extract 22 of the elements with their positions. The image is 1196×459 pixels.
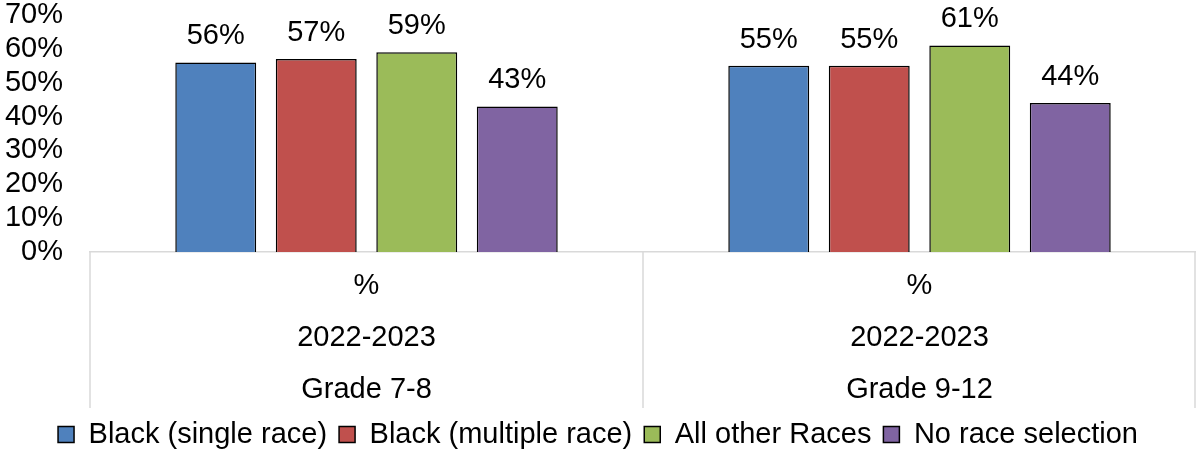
data-label: 55% xyxy=(739,21,798,54)
legend-label: Black (multiple race) xyxy=(369,416,633,449)
data-label: 59% xyxy=(387,8,446,41)
data-label: 55% xyxy=(840,21,899,54)
y-tick-label: 10% xyxy=(4,200,63,233)
data-label: 44% xyxy=(1041,59,1100,92)
legend-label: Black (single race) xyxy=(88,416,328,449)
data-label: 43% xyxy=(488,62,547,95)
x-tick-label: % 2022-2023 Grade 9-12 xyxy=(846,268,993,404)
y-tick-label: 20% xyxy=(4,166,63,199)
x-tick-label: % 2022-2023 Grade 7-8 xyxy=(297,268,436,404)
y-tick-label: 70% xyxy=(4,0,63,29)
y-tick-label: 60% xyxy=(4,30,63,63)
y-tick-label: 40% xyxy=(4,98,63,131)
y-tick-label: 50% xyxy=(4,64,63,97)
data-label: 57% xyxy=(287,15,346,48)
data-label: 56% xyxy=(186,18,245,51)
legend-label: No race selection xyxy=(913,416,1138,449)
y-tick-label: 30% xyxy=(4,132,63,165)
y-tick-label: 0% xyxy=(21,234,63,266)
legend-label: All other Races xyxy=(674,416,872,449)
data-label: 61% xyxy=(940,1,999,34)
